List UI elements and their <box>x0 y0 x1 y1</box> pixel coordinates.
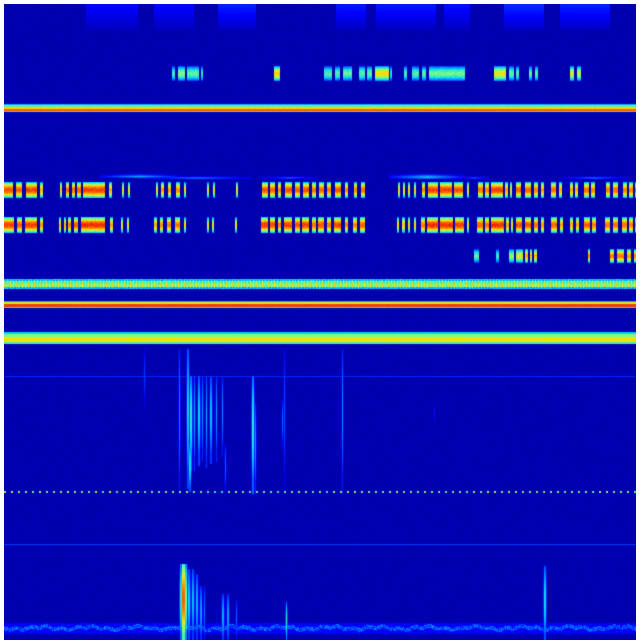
spectrogram-plot[interactable] <box>4 4 636 640</box>
spectrogram-canvas[interactable] <box>4 4 636 640</box>
